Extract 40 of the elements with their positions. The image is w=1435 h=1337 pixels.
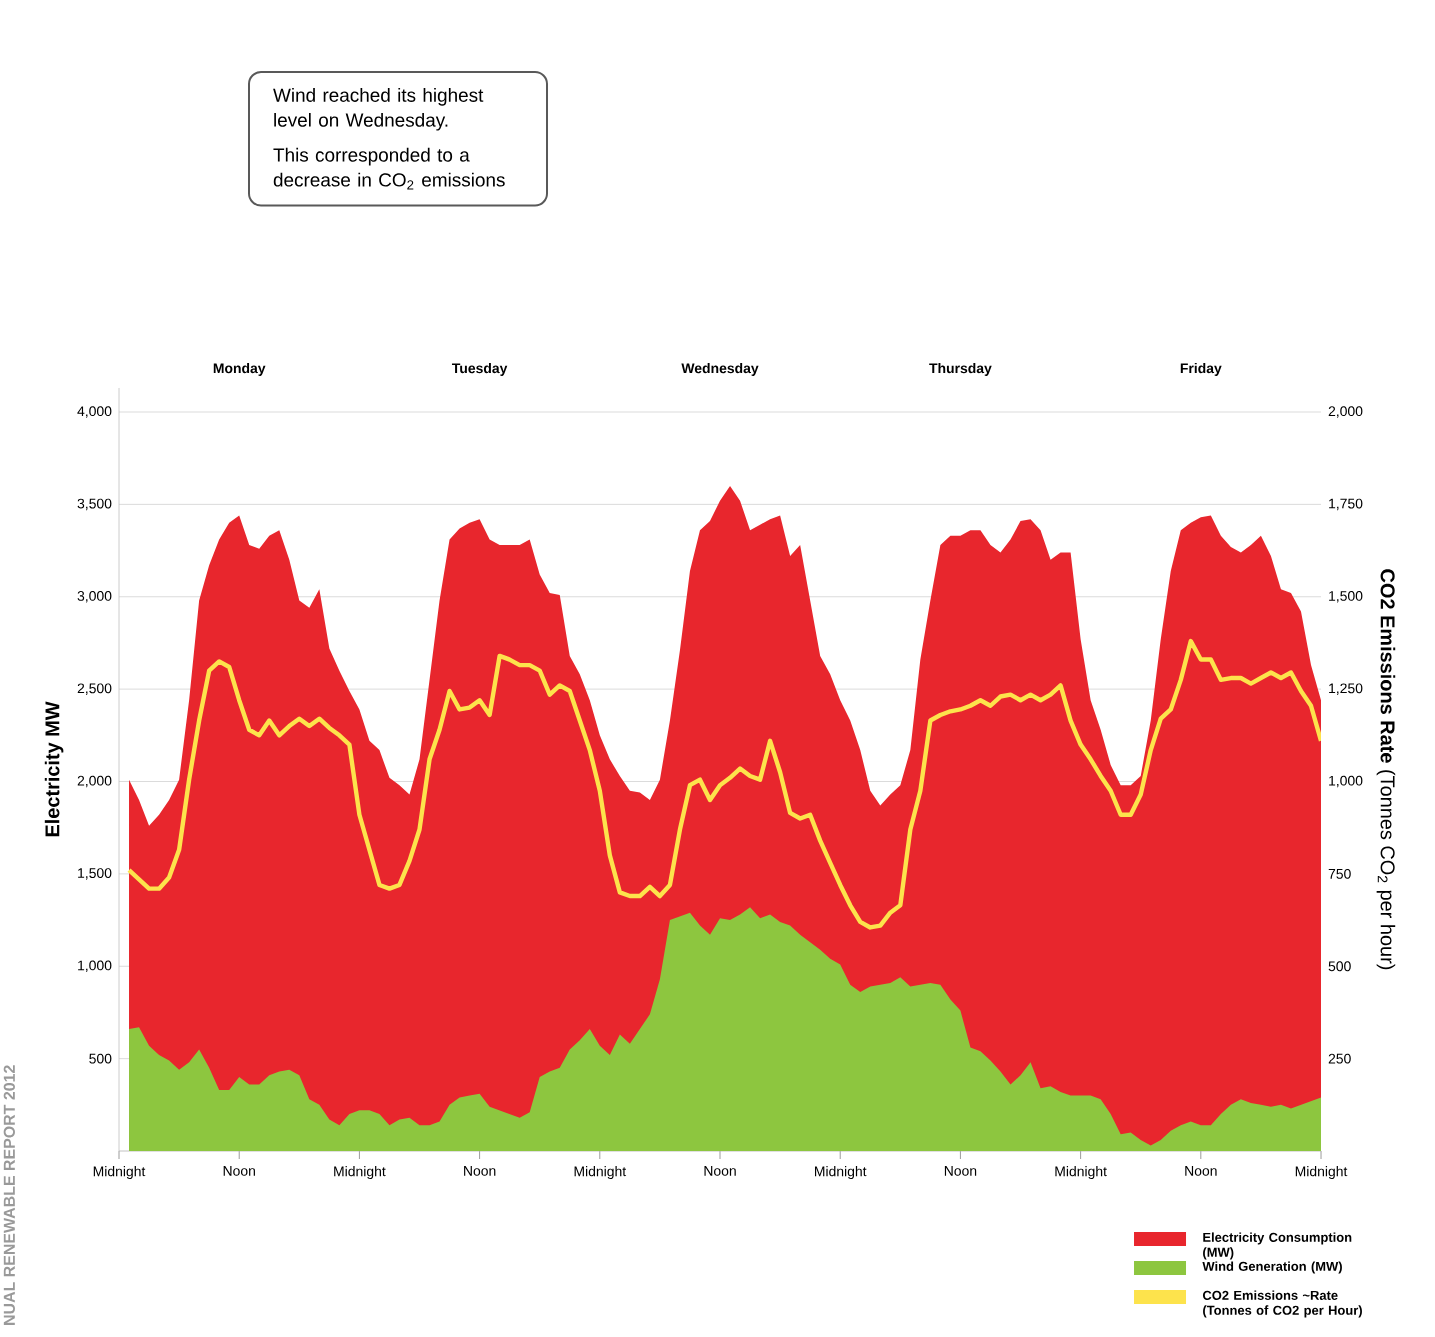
y-tick-label: 3,000 <box>77 591 112 603</box>
legend-label: Wind Generation (MW) <box>1202 1261 1342 1274</box>
y2-tick-label: 1,250 <box>1329 683 1363 695</box>
x-tick-label: Midnight <box>93 1166 146 1180</box>
y2-axis-title: CO2 Emissions Rate (Tonnes CO$_{2}$ per hour) <box>1376 569 1396 970</box>
y-tick-label: 2,000 <box>77 775 112 788</box>
y-tick-label: 1,000 <box>78 960 112 973</box>
text: Tuesday <box>451 362 508 376</box>
y2-tick-label: 750 <box>1328 868 1351 879</box>
y-tick-label: 2,500 <box>77 683 112 695</box>
legend-label: Electricity Consumption (MW) <box>1203 1232 1352 1260</box>
x-tick-label: Midnight <box>1055 1166 1107 1180</box>
text: Wednesday <box>681 362 759 376</box>
text: Thursday <box>929 362 992 376</box>
x-tick-label: Midnight <box>1295 1166 1348 1180</box>
x-tick-label: Noon <box>704 1166 736 1176</box>
y-tick-label: 3,500 <box>77 498 112 511</box>
y-tick-label: 4,000 <box>77 406 112 418</box>
x-tick-label: Midnight <box>574 1166 627 1180</box>
y2-tick-label: 1,750 <box>1329 498 1363 511</box>
text: NUAL RENEWABLE REPORT 2012 <box>3 1065 15 1325</box>
x-tick-label: Noon <box>944 1166 977 1176</box>
text: Monday <box>213 362 266 376</box>
text: Wind reached its highest level on Wednesday. <box>273 87 484 131</box>
x-tick-label: Noon <box>1185 1166 1217 1176</box>
x-tick-label: Midnight <box>815 1166 867 1180</box>
legend-label: CO2 Emissions ~Rate (Tonnes of CO2 per Hour) <box>1202 1290 1362 1318</box>
x-tick-label: Noon <box>464 1166 496 1176</box>
y2-tick-label: 500 <box>1328 961 1351 972</box>
y2-tick-label: 2,000 <box>1328 406 1363 418</box>
y-tick-label: 1,500 <box>78 868 112 880</box>
text: Friday <box>1180 362 1222 376</box>
y2-tick-label: 1,500 <box>1329 591 1363 603</box>
x-tick-label: Noon <box>223 1166 255 1176</box>
y2-tick-label: 250 <box>1328 1053 1351 1064</box>
y-axis-title: Electricity MW <box>44 701 64 837</box>
x-tick-label: Midnight <box>334 1166 386 1180</box>
text: This corresponded to a decrease in CO$_{2}$ emissions <box>273 147 505 190</box>
y-tick-label: 500 <box>89 1053 112 1064</box>
y2-tick-label: 1,000 <box>1329 775 1363 788</box>
